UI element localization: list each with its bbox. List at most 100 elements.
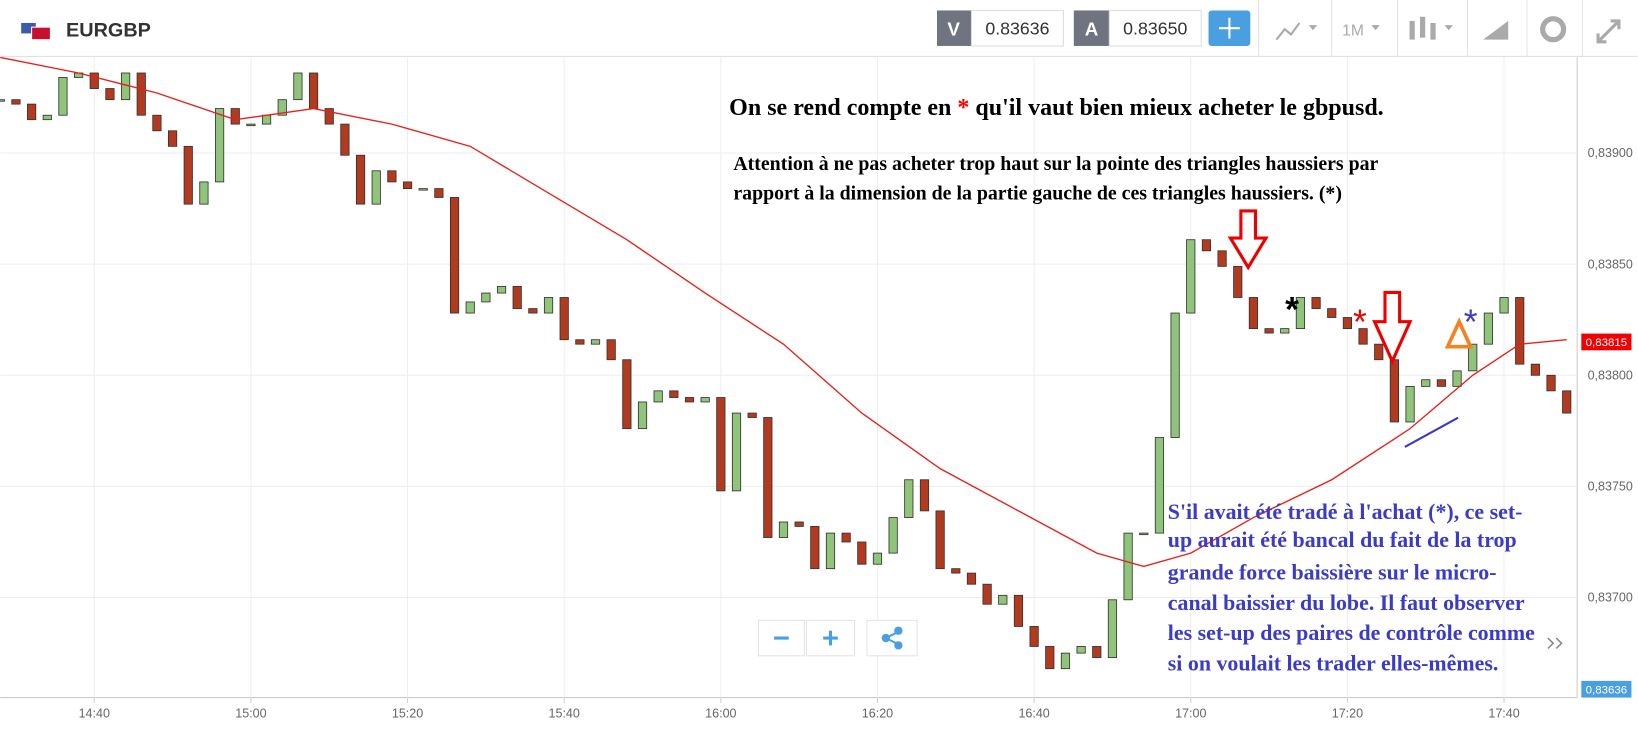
candle <box>1264 328 1274 334</box>
comment-line: les set-up des paires de contrôle comme <box>1168 620 1535 645</box>
settings-icon[interactable] <box>1540 16 1567 43</box>
candle <box>1170 312 1180 438</box>
candle <box>465 301 475 314</box>
ask-box <box>1108 9 1202 47</box>
candle <box>966 572 977 585</box>
symbol: EURGBP <box>66 20 151 42</box>
candle <box>0 99 5 102</box>
candle <box>167 130 178 147</box>
candle <box>371 170 381 205</box>
comment-line: si on voulait les trader elles-mêmes. <box>1168 650 1499 675</box>
star-mark: * <box>1353 302 1367 342</box>
moving-average <box>0 56 1567 568</box>
candle <box>183 145 193 205</box>
ask-price: 0.83650 <box>1123 18 1187 38</box>
flag-gb <box>31 26 51 41</box>
candle <box>543 297 554 314</box>
candle <box>731 412 742 492</box>
candle <box>841 532 851 543</box>
dropdown-caret <box>1308 25 1318 31</box>
candle <box>1311 297 1321 310</box>
candle <box>951 568 961 574</box>
candle <box>857 541 867 565</box>
y-tick-label: 0,83700 <box>1588 591 1633 605</box>
candle <box>825 532 836 570</box>
candle <box>402 181 413 189</box>
candle <box>559 297 569 341</box>
x-tick-label: 16:00 <box>705 706 736 720</box>
candle <box>1483 312 1493 345</box>
bid-button[interactable] <box>937 10 972 46</box>
candle <box>747 412 757 418</box>
scroll-end[interactable] <box>1547 637 1563 650</box>
candle <box>214 108 225 183</box>
candle <box>324 108 334 125</box>
candle <box>1405 385 1415 423</box>
candle <box>637 401 648 430</box>
draw-icon[interactable] <box>1483 20 1509 40</box>
candle <box>684 397 695 403</box>
candle <box>1123 532 1133 601</box>
price-tag <box>1581 680 1632 698</box>
candle <box>1013 594 1024 627</box>
dropdown-caret <box>1371 25 1380 31</box>
toolbar-separators <box>1258 0 1583 57</box>
candle <box>105 88 115 101</box>
candle <box>152 114 162 132</box>
comment-line: S'il avait été tradé à l'achat (*), ce s… <box>1168 499 1523 524</box>
y-tick-label: 0,83800 <box>1588 368 1633 382</box>
candle <box>11 99 21 105</box>
candle <box>308 72 319 109</box>
candle <box>27 103 37 121</box>
candle <box>1201 239 1212 252</box>
candle <box>58 77 68 116</box>
comment-line: up aurait été bancal du fait de la trop <box>1168 527 1517 552</box>
timeframe[interactable]: 1M <box>1342 23 1364 40</box>
candle <box>1468 343 1478 372</box>
candle <box>1029 626 1039 647</box>
candle <box>606 339 616 361</box>
y-tick-label: 0,83850 <box>1588 257 1633 271</box>
candle <box>778 521 789 538</box>
x-tick-label: 17:20 <box>1332 706 1363 720</box>
bid-label: V <box>947 19 960 40</box>
star-mark: * <box>1285 290 1299 330</box>
x-tick-label: 15:40 <box>549 706 580 720</box>
candle <box>1233 265 1243 298</box>
candle <box>1515 297 1525 365</box>
candle <box>1342 317 1353 330</box>
chart-type-icon[interactable] <box>1275 22 1301 41</box>
candle <box>763 417 773 538</box>
headline-mark: * <box>957 95 969 121</box>
candle <box>982 583 992 605</box>
comment-line: canal baissier du lobe. Il faut observer <box>1168 590 1525 615</box>
candle <box>1562 390 1572 414</box>
candle <box>355 154 366 205</box>
toolbar-bg <box>0 0 1638 57</box>
candle <box>434 188 444 198</box>
down-arrow <box>1372 290 1413 366</box>
plot-area: 14:40 15:00 15:20 15:40 16:00 16:20 16:40 17:00… <box>0 56 1633 720</box>
x-tick-label: 16:40 <box>1018 706 1049 720</box>
candle <box>653 390 663 403</box>
candle <box>481 292 491 303</box>
share[interactable] <box>866 619 918 657</box>
fullscreen-icon[interactable] <box>1596 19 1621 44</box>
x-tick-label: 15:20 <box>392 706 423 720</box>
candle <box>919 479 930 512</box>
down-arrow <box>1227 209 1269 271</box>
candle <box>1280 328 1290 334</box>
ask-button[interactable] <box>1073 10 1110 46</box>
candle <box>590 339 601 345</box>
toolbar: EURGBP V 0.83636 A 0.83650 1M <box>0 0 1638 57</box>
candles-icon[interactable] <box>1409 16 1436 40</box>
candle <box>1327 308 1337 318</box>
candle <box>1530 363 1540 376</box>
candle <box>277 99 287 116</box>
candle <box>1139 532 1149 536</box>
candle <box>496 285 507 294</box>
candle <box>716 397 726 492</box>
candle <box>1154 437 1165 534</box>
candle <box>1389 359 1399 423</box>
